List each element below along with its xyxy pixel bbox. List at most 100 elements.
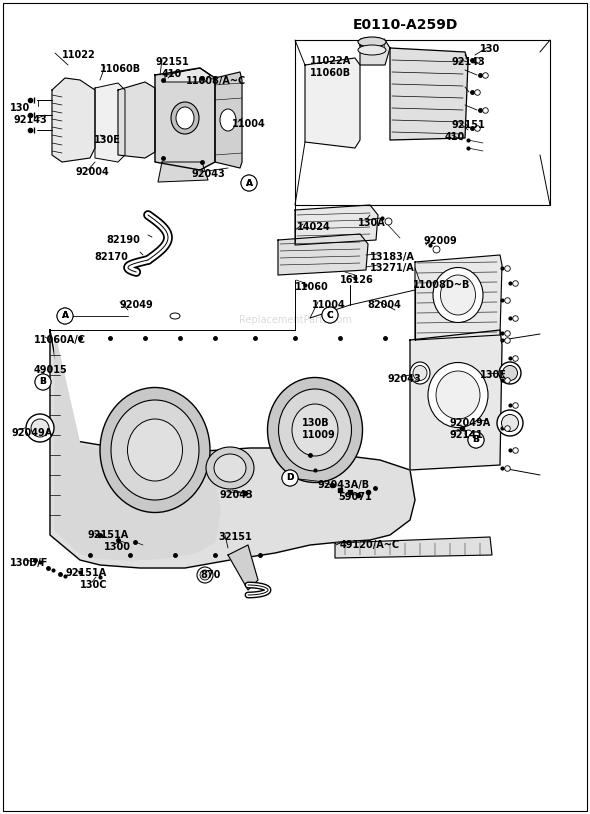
Text: 92043: 92043: [192, 169, 226, 179]
Text: 130B: 130B: [302, 418, 330, 428]
Text: 92151: 92151: [155, 57, 189, 67]
Ellipse shape: [441, 275, 476, 315]
Text: 410: 410: [445, 132, 466, 142]
Ellipse shape: [111, 400, 199, 500]
Circle shape: [241, 175, 257, 191]
Text: A: A: [61, 312, 68, 321]
Text: 92049A: 92049A: [450, 418, 491, 428]
Text: 82190: 82190: [106, 235, 140, 245]
Text: B: B: [473, 435, 480, 444]
Text: 92043: 92043: [388, 374, 422, 384]
Text: 11004: 11004: [312, 300, 346, 310]
Text: A: A: [245, 178, 253, 187]
Ellipse shape: [176, 107, 194, 129]
Text: B: B: [40, 378, 47, 387]
Text: 13271/A: 13271/A: [370, 263, 415, 273]
Text: 16126: 16126: [340, 275, 373, 285]
Polygon shape: [295, 205, 378, 245]
Text: 11022A: 11022A: [310, 56, 351, 66]
Polygon shape: [165, 68, 210, 82]
Circle shape: [241, 175, 257, 191]
Polygon shape: [305, 58, 360, 148]
Polygon shape: [335, 537, 492, 558]
Circle shape: [197, 567, 213, 583]
Polygon shape: [50, 330, 415, 568]
Circle shape: [322, 307, 338, 323]
Polygon shape: [278, 234, 368, 275]
Text: ReplacementParts.com: ReplacementParts.com: [238, 315, 352, 325]
Text: 82170: 82170: [94, 252, 128, 262]
Circle shape: [322, 307, 338, 323]
Circle shape: [468, 432, 484, 448]
Text: 11004: 11004: [232, 119, 266, 129]
Ellipse shape: [413, 365, 427, 380]
Text: 92004: 92004: [76, 167, 110, 177]
Text: 130: 130: [480, 44, 500, 54]
Polygon shape: [228, 545, 258, 590]
Text: C: C: [327, 310, 333, 320]
Text: 59071: 59071: [338, 492, 372, 502]
Text: 870: 870: [200, 570, 221, 580]
Text: A: A: [61, 312, 68, 321]
Circle shape: [35, 374, 51, 390]
Text: 92049: 92049: [120, 300, 154, 310]
Ellipse shape: [267, 378, 362, 483]
Ellipse shape: [206, 447, 254, 489]
Text: 92009: 92009: [424, 236, 458, 246]
Polygon shape: [415, 255, 502, 340]
Text: 1300: 1300: [104, 542, 131, 552]
Text: 32151: 32151: [218, 532, 252, 542]
Polygon shape: [158, 162, 208, 182]
Polygon shape: [215, 72, 242, 168]
Ellipse shape: [433, 268, 483, 322]
Text: B: B: [40, 378, 47, 387]
Text: C: C: [327, 310, 333, 320]
Text: 92151A: 92151A: [66, 568, 107, 578]
Ellipse shape: [499, 362, 521, 384]
Text: 130A: 130A: [358, 218, 386, 228]
Text: 130D/F: 130D/F: [10, 558, 48, 568]
Polygon shape: [155, 68, 215, 170]
Text: 92151A: 92151A: [87, 530, 128, 540]
Text: A: A: [245, 178, 253, 187]
Text: B: B: [473, 435, 480, 444]
Ellipse shape: [436, 371, 480, 419]
Ellipse shape: [497, 410, 523, 436]
Ellipse shape: [171, 102, 199, 134]
Text: 11060B: 11060B: [100, 64, 141, 74]
Text: 92143: 92143: [14, 115, 48, 125]
Circle shape: [57, 308, 73, 324]
Text: 130E: 130E: [480, 370, 507, 380]
Ellipse shape: [214, 454, 246, 482]
Text: 92143: 92143: [452, 57, 486, 67]
Circle shape: [57, 308, 73, 324]
Text: 130C: 130C: [80, 580, 107, 590]
Ellipse shape: [503, 365, 517, 380]
Ellipse shape: [26, 414, 54, 442]
Text: 11009: 11009: [302, 430, 336, 440]
Text: 130: 130: [10, 103, 30, 113]
Polygon shape: [360, 40, 390, 65]
Text: 82004: 82004: [367, 300, 401, 310]
Text: 410: 410: [162, 69, 182, 79]
Circle shape: [282, 470, 298, 486]
Ellipse shape: [410, 362, 430, 384]
Bar: [295, 40, 550, 205]
Text: 49120/A~C: 49120/A~C: [340, 540, 400, 550]
Ellipse shape: [31, 419, 49, 437]
Ellipse shape: [278, 389, 352, 471]
Text: 11060: 11060: [295, 282, 329, 292]
Text: E0110-A259D: E0110-A259D: [353, 18, 458, 32]
Polygon shape: [95, 83, 125, 162]
Circle shape: [200, 570, 210, 580]
Text: 11060A/C: 11060A/C: [34, 335, 86, 345]
Ellipse shape: [170, 313, 180, 319]
Ellipse shape: [292, 404, 338, 456]
Polygon shape: [390, 48, 468, 140]
Polygon shape: [118, 82, 155, 158]
Text: 92043A/B: 92043A/B: [318, 480, 370, 490]
Ellipse shape: [220, 109, 236, 131]
Ellipse shape: [127, 419, 182, 481]
Ellipse shape: [358, 37, 386, 47]
Circle shape: [35, 374, 51, 390]
